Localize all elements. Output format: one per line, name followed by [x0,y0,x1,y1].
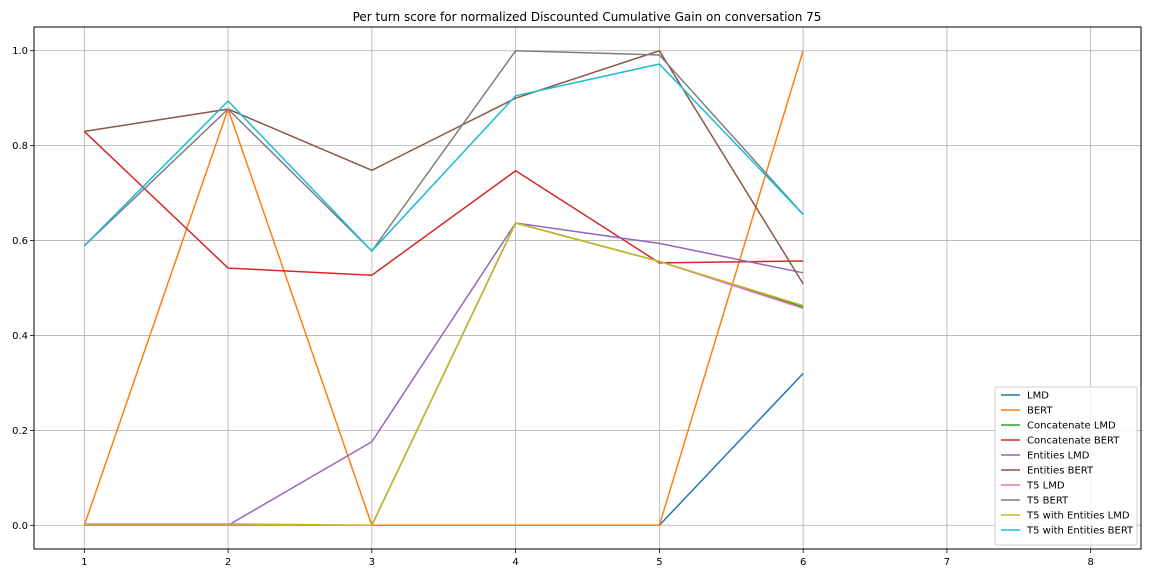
legend-box [994,386,1138,546]
legend-label: Concatenate LMD [1027,421,1116,432]
legend-label: T5 with Entities BERT [1026,526,1134,537]
y-tick-label: 1.0 [12,46,28,57]
x-tick-label: 5 [656,557,662,568]
y-tick-label: 0.2 [12,426,28,437]
y-tick-label: 0.6 [12,236,28,247]
series-line-t5-with-entities-lmd [84,222,804,527]
x-tick-label: 1 [81,557,87,568]
legend-label: T5 with Entities LMD [1026,511,1130,522]
legend-label: T5 BERT [1026,496,1069,507]
legend-label: Concatenate BERT [1027,436,1120,447]
legend-label: LMD [1027,391,1049,402]
legend-label: T5 LMD [1026,481,1065,492]
series-line-bert [83,50,804,527]
series-line-entities-bert [84,49,804,285]
x-tick-label: 7 [944,557,950,568]
series-line-t5-bert [83,49,804,252]
series-lines [83,49,804,527]
x-tick-label: 2 [225,557,231,568]
y-tick-label: 0.4 [12,331,28,342]
series-line-lmd [84,372,804,527]
chart-title: Per turn score for normalized Discounted… [353,10,822,24]
y-tick-label: 0.8 [12,141,28,152]
legend-label: Entities LMD [1027,451,1090,462]
series-line-concatenate-bert [83,130,804,276]
x-tick-label: 8 [1087,557,1093,568]
grid [34,27,1141,549]
x-tick-label: 3 [369,557,375,568]
y-axis-ticks: 0.0 0.2 0.4 0.6 0.8 1.0 [12,46,34,532]
legend-label: BERT [1027,406,1053,417]
y-tick-label: 0.0 [12,521,28,532]
plot-frame [33,26,1142,550]
legend-label: Entities BERT [1027,466,1094,477]
series-line-t5-with-entities-bert [83,63,804,252]
x-tick-label: 4 [512,557,518,568]
x-tick-label: 6 [800,557,806,568]
legend: LMD BERT Concatenate LMD Concatenate BERT En… [994,386,1138,546]
x-axis-ticks: 1 2 3 4 5 6 7 8 [81,549,1094,568]
